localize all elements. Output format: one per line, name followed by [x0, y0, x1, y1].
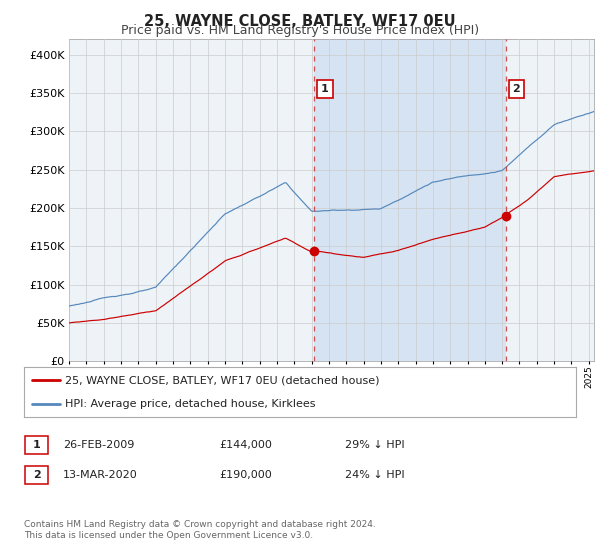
Text: 25, WAYNE CLOSE, BATLEY, WF17 0EU: 25, WAYNE CLOSE, BATLEY, WF17 0EU [144, 14, 456, 29]
Text: Price paid vs. HM Land Registry's House Price Index (HPI): Price paid vs. HM Land Registry's House … [121, 24, 479, 37]
Text: HPI: Average price, detached house, Kirklees: HPI: Average price, detached house, Kirk… [65, 399, 316, 409]
Text: 1: 1 [33, 440, 40, 450]
Text: Contains HM Land Registry data © Crown copyright and database right 2024.
This d: Contains HM Land Registry data © Crown c… [24, 520, 376, 540]
Text: 2: 2 [33, 470, 40, 480]
Text: 25, WAYNE CLOSE, BATLEY, WF17 0EU (detached house): 25, WAYNE CLOSE, BATLEY, WF17 0EU (detac… [65, 375, 380, 385]
Text: 26-FEB-2009: 26-FEB-2009 [63, 440, 134, 450]
Text: 24% ↓ HPI: 24% ↓ HPI [345, 470, 404, 480]
Text: 29% ↓ HPI: 29% ↓ HPI [345, 440, 404, 450]
Bar [314, 39, 506, 361]
Text: 1: 1 [321, 84, 329, 94]
Text: 2: 2 [512, 84, 520, 94]
Text: £144,000: £144,000 [219, 440, 272, 450]
Text: 13-MAR-2020: 13-MAR-2020 [63, 470, 138, 480]
Text: £190,000: £190,000 [219, 470, 272, 480]
